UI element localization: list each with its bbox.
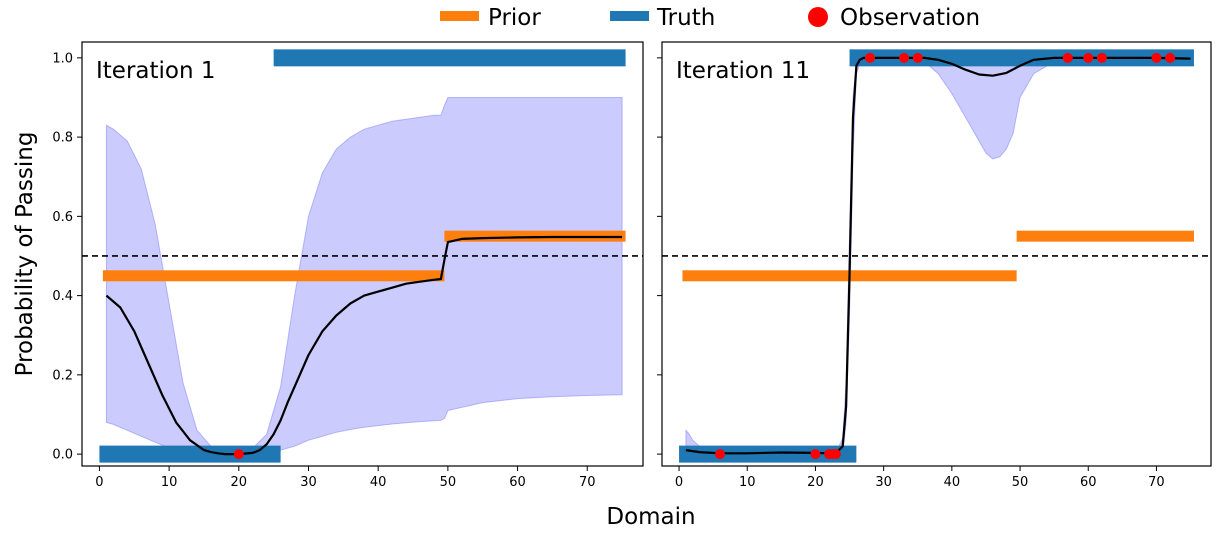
legend-label-truth: Truth bbox=[656, 5, 715, 31]
x-tick-label: 60 bbox=[1080, 475, 1097, 490]
observation-point bbox=[1165, 52, 1176, 63]
y-tick-label: 0.8 bbox=[52, 131, 73, 146]
legend-swatch-prior bbox=[440, 11, 479, 21]
legend-swatch-observation bbox=[808, 7, 828, 27]
observation-point bbox=[912, 52, 923, 63]
x-axis-label: Domain bbox=[606, 504, 695, 530]
mean-line bbox=[105, 235, 623, 456]
x-tick-label: 50 bbox=[1012, 475, 1029, 490]
legend-label-observation: Observation bbox=[840, 5, 980, 31]
x-tick-label: 50 bbox=[440, 475, 457, 490]
x-tick-label: 70 bbox=[579, 475, 596, 490]
x-tick-label: 10 bbox=[161, 475, 178, 490]
x-tick-label: 30 bbox=[300, 475, 317, 490]
x-tick-label: 30 bbox=[875, 475, 892, 490]
observation-point bbox=[830, 449, 841, 460]
prior-segment-1 bbox=[102, 270, 445, 282]
x-tick-label: 20 bbox=[231, 475, 248, 490]
legend-swatch-truth bbox=[610, 11, 649, 21]
observation-point bbox=[714, 449, 725, 460]
panel-title: Iteration 1 bbox=[96, 58, 216, 84]
plot-area bbox=[662, 49, 1211, 463]
observation-point bbox=[233, 449, 244, 460]
y-tick-label: 0.2 bbox=[52, 368, 73, 383]
panel-title: Iteration 11 bbox=[676, 58, 810, 84]
panels: 0 10 20 30 40 50 60 70 0.0 0.2 0.4 0.6 0.8 1.0 Iterati… bbox=[52, 41, 1212, 490]
legend-label-prior: Prior bbox=[488, 5, 541, 31]
x-tick-label: 0 bbox=[675, 475, 683, 490]
observation-point bbox=[1062, 52, 1073, 63]
plot-area bbox=[82, 49, 643, 463]
truth-segment-1 bbox=[99, 445, 281, 463]
truth-segment-1 bbox=[679, 445, 857, 463]
y-axis-label: Probability of Passing bbox=[12, 132, 38, 377]
legend: Prior Truth Observation bbox=[440, 5, 980, 31]
x-tick-label: 60 bbox=[509, 475, 526, 490]
y-tick-label: 0.6 bbox=[52, 210, 73, 225]
axes-frame bbox=[661, 41, 1212, 467]
observation-point bbox=[865, 52, 876, 63]
x-tick-label: 40 bbox=[944, 475, 961, 490]
prior-segment-2 bbox=[1016, 230, 1194, 242]
panel-1: 0 10 20 30 40 50 60 70 0.0 0.2 0.4 0.6 0.8 1.0 Iterati… bbox=[52, 41, 644, 490]
y-tick-label: 1.0 bbox=[52, 51, 73, 66]
panel-2: 0 10 20 30 40 50 60 70 Iteration 11 bbox=[657, 41, 1212, 490]
observation-point bbox=[1096, 52, 1107, 63]
observation-point bbox=[899, 52, 910, 63]
truth-segment-2 bbox=[273, 49, 626, 67]
x-tick-label: 0 bbox=[95, 475, 103, 490]
x-tick-label: 40 bbox=[370, 475, 387, 490]
truth-segment-2 bbox=[849, 49, 1194, 67]
x-tick-label: 10 bbox=[739, 475, 756, 490]
observation-point bbox=[810, 449, 821, 460]
y-tick-label: 0.0 bbox=[52, 448, 73, 463]
x-tick-label: 70 bbox=[1148, 475, 1165, 490]
x-tick-label: 20 bbox=[807, 475, 824, 490]
observation-point bbox=[1151, 52, 1162, 63]
observation-point bbox=[1083, 52, 1094, 63]
axes-frame bbox=[81, 41, 644, 467]
y-tick-label: 0.4 bbox=[52, 289, 73, 304]
